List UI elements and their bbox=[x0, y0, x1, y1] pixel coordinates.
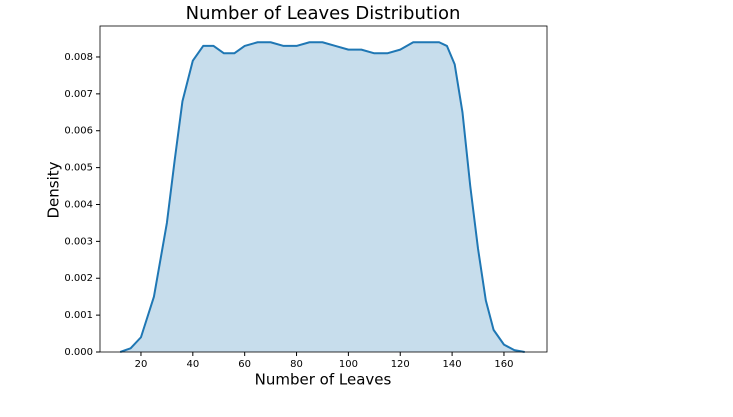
x-tick-label: 60 bbox=[238, 359, 251, 370]
density-area bbox=[120, 42, 525, 352]
y-tick-label: 0.008 bbox=[64, 52, 93, 63]
x-axis-label: Number of Leaves bbox=[255, 371, 392, 389]
x-tick-label: 80 bbox=[290, 359, 303, 370]
y-tick-label: 0.002 bbox=[64, 273, 93, 284]
y-tick-label: 0.001 bbox=[64, 310, 93, 321]
density-line bbox=[119, 41, 525, 353]
plot-frame bbox=[99, 25, 548, 353]
y-axis-label: Density bbox=[45, 161, 63, 218]
y-tick-label: 0.003 bbox=[64, 236, 93, 247]
y-tick-label: 0.005 bbox=[64, 163, 93, 174]
chart-title: Number of Leaves Distribution bbox=[186, 3, 461, 24]
y-tick-label: 0.004 bbox=[64, 199, 93, 210]
x-tick-label: 100 bbox=[339, 359, 358, 370]
y-tick-label: 0.000 bbox=[64, 347, 93, 358]
x-tick-label: 160 bbox=[494, 359, 513, 370]
x-tick-label: 40 bbox=[186, 359, 199, 370]
y-tick-label: 0.006 bbox=[64, 126, 93, 137]
x-tick-label: 140 bbox=[443, 359, 462, 370]
y-tick-label: 0.007 bbox=[64, 89, 93, 100]
x-tick-label: 120 bbox=[391, 359, 410, 370]
x-tick-label: 20 bbox=[135, 359, 148, 370]
